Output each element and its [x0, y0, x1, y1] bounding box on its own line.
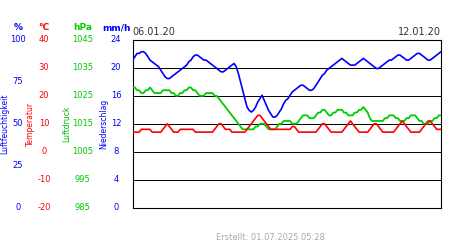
Text: 1015: 1015 — [72, 119, 93, 128]
Text: 40: 40 — [39, 36, 50, 44]
Text: 50: 50 — [13, 119, 23, 128]
Text: -20: -20 — [37, 203, 51, 212]
Text: 4: 4 — [113, 175, 119, 184]
Text: -10: -10 — [37, 175, 51, 184]
Text: 0: 0 — [41, 147, 47, 156]
Text: 1035: 1035 — [72, 64, 93, 72]
Text: 8: 8 — [113, 147, 119, 156]
Text: 24: 24 — [111, 36, 122, 44]
Text: Erstellt: 01.07.2025 05:28: Erstellt: 01.07.2025 05:28 — [216, 234, 324, 242]
Text: Niederschlag: Niederschlag — [99, 98, 108, 149]
Text: 10: 10 — [39, 119, 50, 128]
Text: 1005: 1005 — [72, 147, 93, 156]
Text: Temperatur: Temperatur — [26, 102, 35, 146]
Text: 12: 12 — [111, 119, 122, 128]
Text: %: % — [14, 24, 22, 32]
Text: Luftfeuchtigkeit: Luftfeuchtigkeit — [0, 94, 9, 154]
Text: 06.01.20: 06.01.20 — [133, 27, 176, 37]
Text: 0: 0 — [113, 203, 119, 212]
Text: 20: 20 — [39, 91, 50, 100]
Text: 20: 20 — [111, 64, 122, 72]
Text: 985: 985 — [75, 203, 91, 212]
Text: 0: 0 — [15, 203, 21, 212]
Text: 100: 100 — [10, 36, 26, 44]
Text: Luftdruck: Luftdruck — [62, 106, 71, 142]
Text: 30: 30 — [39, 64, 50, 72]
Text: °C: °C — [39, 24, 50, 32]
Text: 12.01.20: 12.01.20 — [398, 27, 441, 37]
Text: mm/h: mm/h — [102, 24, 130, 32]
Text: 1025: 1025 — [72, 91, 93, 100]
Text: 16: 16 — [111, 91, 122, 100]
Text: 75: 75 — [13, 78, 23, 86]
Text: hPa: hPa — [73, 24, 92, 32]
Text: 995: 995 — [75, 175, 90, 184]
Text: 1045: 1045 — [72, 36, 93, 44]
Text: 25: 25 — [13, 161, 23, 170]
